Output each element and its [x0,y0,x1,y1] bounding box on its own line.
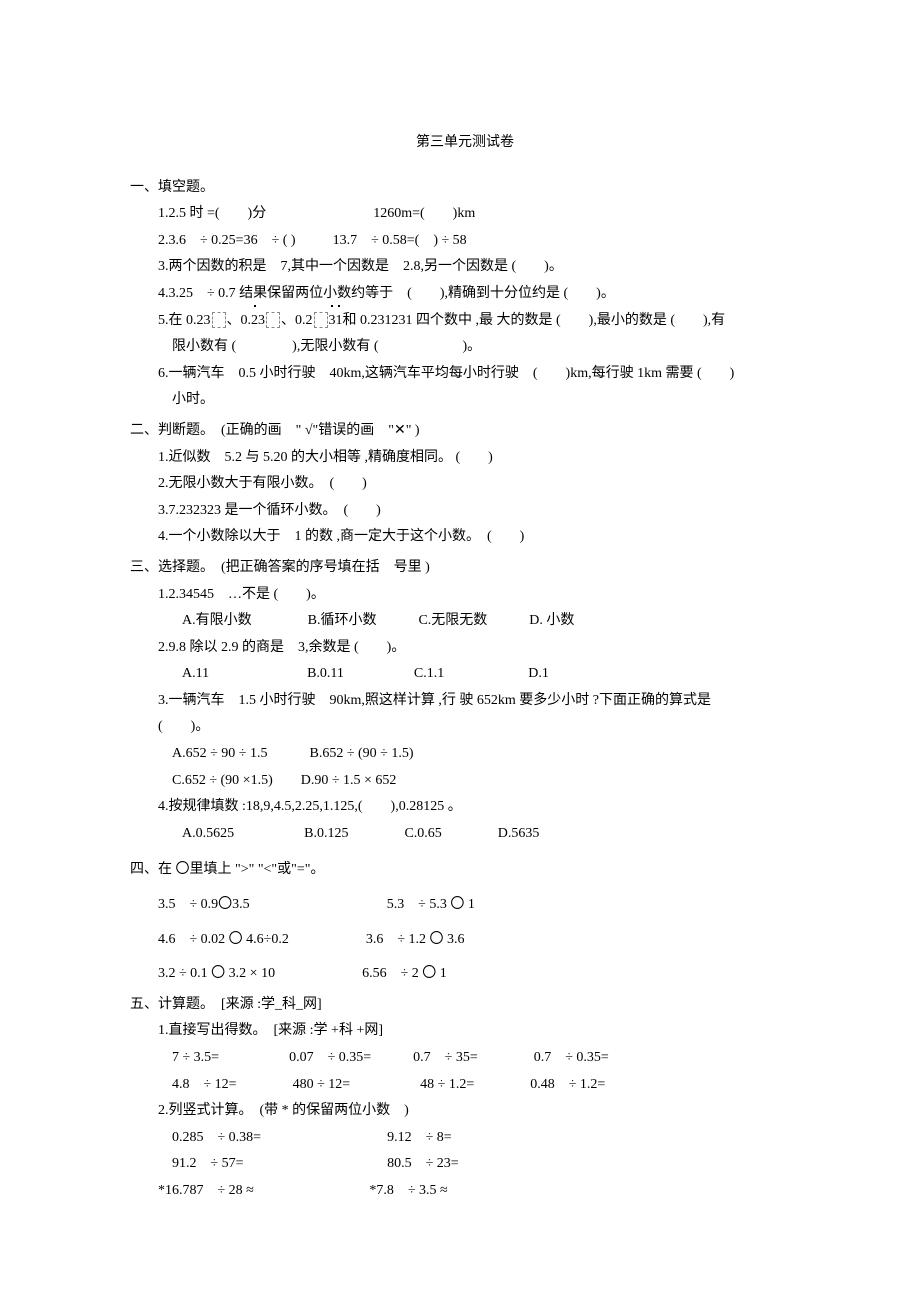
s1-q5a: 5.在 0.23 [158,313,211,328]
s5-r1: 7 ÷ 3.5= 0.07 ÷ 0.35= 0.7 ÷ 35= 0.7 ÷ 0.… [130,1045,800,1072]
section-5-head: 五、计算题。 [来源 :学_科_网] [130,992,800,1019]
section-4-head: 四、在 〇里填上 ">" "<"或"="。 [130,857,800,884]
s4-r2b: 3.6 ÷ 1.2 〇 3.6 [366,932,465,947]
s1-q4: 4.3.25 ÷ 0.7 结果保留两位小数约等于 ( ),精确到十分位约是 ( … [130,281,800,308]
s2-q3: 3.7.232323 是一个循环小数。 ( ) [130,498,800,525]
s1-q5f: 限小数有 ( ),无限小数有 ( )。 [130,334,800,361]
s5-q2: 2.列竖式计算。 (带 * 的保留两位小数 ) [130,1098,800,1125]
s4-r3a: 3.2 ÷ 0.1 〇 3.2 × 10 [158,966,275,981]
section-4: 四、在 〇里填上 ">" "<"或"="。 3.5 ÷ 0.9〇3.5 5.3 … [130,857,800,987]
s1-q1b: 1260m=( )km [373,206,475,221]
s1-q1: 1.2.5 时 =( )分 1260m=( )km [130,201,800,228]
s3-q3-optsB: C.652 ÷ (90 ×1.5) D.90 ÷ 1.5 × 652 [130,768,800,795]
s4-r1a: 3.5 ÷ 0.9〇3.5 [158,897,250,912]
s1-q6b: 小时。 [130,387,800,414]
s1-q5d: 、0.2 [281,313,313,328]
s4-r2a: 4.6 ÷ 0.02 〇 4.6÷0.2 [158,932,289,947]
s4-r3b: 6.56 ÷ 2 〇 1 [362,966,447,981]
section-1: 一、填空题。 1.2.5 时 =( )分 1260m=( )km 2.3.6 ÷… [130,175,800,414]
s4-r2: 4.6 ÷ 0.02 〇 4.6÷0.2 3.6 ÷ 1.2 〇 3.6 [130,927,800,954]
section-3-head: 三、选择题。 (把正确答案的序号填在括 号里 ) [130,555,800,582]
s5-q1: 1.直接写出得数。 [来源 :学 +科 +网] [130,1018,800,1045]
section-5: 五、计算题。 [来源 :学_科_网] 1.直接写出得数。 [来源 :学 +科 +… [130,992,800,1205]
s1-q3: 3.两个因数的积是 7,其中一个因数是 2.8,另一个因数是 ( )。 [130,254,800,281]
s3-q2-opts: A.11 B.0.11 C.1.1 D.1 [130,661,800,688]
section-2-head: 二、判断题。 (正确的画 " √"错误的画 "✕" ) [130,418,800,445]
s5-r3: 0.285 ÷ 0.38= 9.12 ÷ 8= [130,1125,800,1152]
s1-q5c: 3 [258,313,265,328]
s5-r2: 4.8 ÷ 12= 480 ÷ 12= 48 ÷ 1.2= 0.48 ÷ 1.2… [130,1072,800,1099]
s1-q5: 5.在 0.23、0.23、0.231和 0.231231 四个数中 ,最 大的… [130,308,800,335]
section-3: 三、选择题。 (把正确答案的序号填在括 号里 ) 1.2.34545 …不是 (… [130,555,800,848]
s3-q2: 2.9.8 除以 2.9 的商是 3,余数是 ( )。 [130,635,800,662]
s1-q1a: 1.2.5 时 =( )分 [158,206,266,221]
section-2: 二、判断题。 (正确的画 " √"错误的画 "✕" ) 1.近似数 5.2 与 … [130,418,800,551]
s1-q2a: 2.3.6 ÷ 0.25=36 ÷ ( ) [158,233,296,248]
s3-q3b: ( )。 [130,714,800,741]
s1-q5e: 和 0.231231 四个数中 ,最 大的数是 ( ),最小的数是 ( ),有 [343,313,726,328]
s5-r5: *16.787 ÷ 28 ≈ *7.8 ÷ 3.5 ≈ [130,1178,800,1205]
s2-q2: 2.无限小数大于有限小数。 ( ) [130,471,800,498]
s1-q2b: 13.7 ÷ 0.58=( ) ÷ 58 [333,233,467,248]
s3-q1: 1.2.34545 …不是 ( )。 [130,582,800,609]
s1-q5b: 、0. [227,313,252,328]
s3-q3a: 3.一辆汽车 1.5 小时行驶 90km,照这样计算 ,行 驶 652km 要多… [130,688,800,715]
s2-q4: 4.一个小数除以大于 1 的数 ,商一定大于这个小数。 ( ) [130,524,800,551]
s2-q1: 1.近似数 5.2 与 5.20 的大小相等 ,精确度相同。 ( ) [130,445,800,472]
s5-r4: 91.2 ÷ 57= 80.5 ÷ 23= [130,1151,800,1178]
s4-r1: 3.5 ÷ 0.9〇3.5 5.3 ÷ 5.3 〇 1 [130,892,800,919]
s1-q6a: 6.一辆汽车 0.5 小时行驶 40km,这辆汽车平均每小时行驶 ( )km,每… [130,361,800,388]
s3-q4: 4.按规律填数 :18,9,4.5,2.25,1.125,( ),0.28125… [130,794,800,821]
s4-r3: 3.2 ÷ 0.1 〇 3.2 × 10 6.56 ÷ 2 〇 1 [130,961,800,988]
s3-q1-opts: A.有限小数 B.循环小数 C.无限无数 D. 小数 [130,608,800,635]
s3-q3-optsA: A.652 ÷ 90 ÷ 1.5 B.652 ÷ (90 ÷ 1.5) [130,741,800,768]
s1-q2: 2.3.6 ÷ 0.25=36 ÷ ( ) 13.7 ÷ 0.58=( ) ÷ … [130,228,800,255]
s4-r1b: 5.3 ÷ 5.3 〇 1 [387,897,475,912]
page-title: 第三单元测试卷 [130,130,800,157]
section-1-head: 一、填空题。 [130,175,800,202]
s3-q4-opts: A.0.5625 B.0.125 C.0.65 D.5635 [130,821,800,848]
